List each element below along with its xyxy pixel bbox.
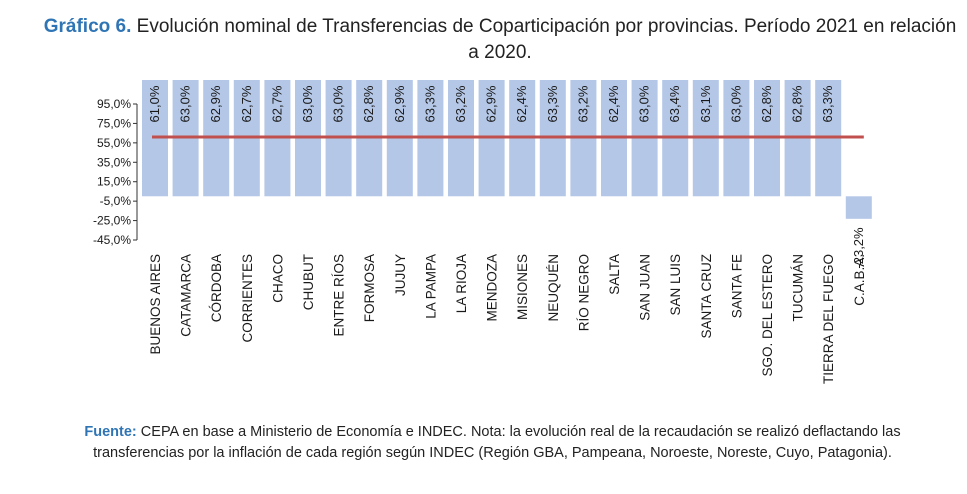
data-label: 63,0% <box>300 85 315 122</box>
category-label: SGO. DEL ESTERO <box>760 254 775 377</box>
data-label: 62,7% <box>269 85 284 122</box>
chart-number-label: Gráfico 6. <box>43 16 132 37</box>
category-label: SALTA <box>607 254 622 295</box>
category-label: C.A.B.A. <box>852 254 867 306</box>
category-label: SANTA FE <box>729 254 744 318</box>
data-label: 62,4% <box>514 85 529 122</box>
category-label: CATAMARCA <box>179 254 194 337</box>
category-label: CHUBUT <box>301 254 316 310</box>
data-label: 62,8% <box>790 85 805 122</box>
source-label: Fuente: <box>84 424 137 440</box>
data-label: 63,3% <box>545 85 560 122</box>
category-label: ENTRE RÍOS <box>332 254 347 337</box>
category-label: LA PAMPA <box>423 254 438 319</box>
data-label: 61,0% <box>147 85 162 122</box>
category-label: SAN JUAN <box>638 254 653 321</box>
data-label: 63,2% <box>575 85 590 122</box>
category-label: CORRIENTES <box>240 254 255 343</box>
y-tick-label: -25,0% <box>93 214 131 228</box>
category-label: CHACO <box>270 254 285 303</box>
data-label: 62,9% <box>208 85 223 122</box>
bar-chart: 95,0% 75,0% 55,0% 35,0% 15,0% -5,0% -25,0% -45,… <box>93 80 872 384</box>
y-tick-label: 55,0% <box>97 136 131 150</box>
chart-title: Gráfico 6. Evolución nominal de Transfer… <box>40 14 960 66</box>
y-tick-label: -5,0% <box>100 194 132 208</box>
category-label: FORMOSA <box>362 254 377 322</box>
data-label: -23,2% <box>851 227 866 269</box>
data-label: 63,0% <box>637 85 652 122</box>
data-label: 62,8% <box>361 85 376 122</box>
category-label: TUCUMÁN <box>791 254 806 322</box>
category-label: JUJUY <box>393 254 408 296</box>
data-label: 63,1% <box>698 85 713 122</box>
data-label: 62,8% <box>759 85 774 122</box>
category-label: NEUQUÉN <box>546 254 561 322</box>
category-label: SANTA CRUZ <box>699 254 714 339</box>
chart-title-text: Evolución nominal de Transferencias de C… <box>136 16 957 63</box>
y-tick-label: 95,0% <box>97 97 131 111</box>
data-label: 62,4% <box>606 85 621 122</box>
data-label: 63,0% <box>331 85 346 122</box>
category-label: SAN LUIS <box>668 254 683 316</box>
data-label: 63,0% <box>728 85 743 122</box>
data-label: 63,3% <box>422 85 437 122</box>
data-label: 63,3% <box>820 85 835 122</box>
category-label: TIERRA DEL FUEGO <box>821 254 836 384</box>
source-text: CEPA en base a Ministerio de Economía e … <box>93 424 901 461</box>
data-label: 62,9% <box>392 85 407 122</box>
category-label: CÓRDOBA <box>209 254 224 322</box>
y-tick-label: -45,0% <box>93 233 131 247</box>
data-label: 63,0% <box>178 85 193 122</box>
data-label: 63,4% <box>667 85 682 122</box>
category-label: MISIONES <box>515 254 530 320</box>
category-label: LA RIOJA <box>454 254 469 313</box>
data-label: 62,7% <box>239 85 254 122</box>
data-label: 63,2% <box>453 85 468 122</box>
category-label: BUENOS AIRES <box>148 254 163 355</box>
category-label: MENDOZA <box>485 254 500 322</box>
data-label: 62,9% <box>484 85 499 122</box>
source-note: Fuente: CEPA en base a Ministerio de Eco… <box>40 422 945 464</box>
y-tick-label: 35,0% <box>97 155 131 169</box>
bar <box>845 196 872 219</box>
y-tick-label: 75,0% <box>97 116 131 130</box>
category-label: RÍO NEGRO <box>576 254 591 331</box>
y-tick-label: 15,0% <box>97 175 131 189</box>
